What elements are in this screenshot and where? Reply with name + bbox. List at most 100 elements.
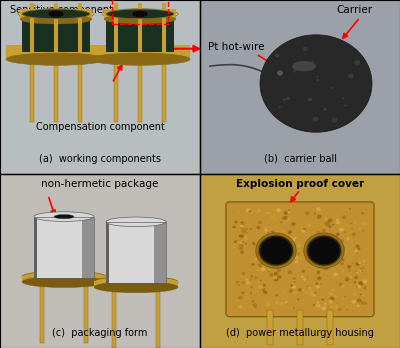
- Circle shape: [275, 294, 278, 296]
- Circle shape: [304, 247, 307, 250]
- Bar: [162, 3, 166, 52]
- Circle shape: [332, 289, 334, 291]
- Circle shape: [361, 212, 364, 214]
- Circle shape: [323, 296, 325, 298]
- Circle shape: [302, 229, 305, 232]
- Circle shape: [364, 229, 366, 232]
- Ellipse shape: [18, 9, 94, 19]
- Circle shape: [337, 255, 341, 259]
- Text: Pt hot-wire: Pt hot-wire: [208, 42, 264, 52]
- Circle shape: [245, 296, 247, 298]
- Circle shape: [323, 109, 326, 111]
- Circle shape: [307, 276, 308, 277]
- Circle shape: [362, 294, 365, 296]
- Circle shape: [244, 236, 247, 238]
- Circle shape: [331, 87, 334, 89]
- Ellipse shape: [106, 9, 174, 19]
- Circle shape: [328, 256, 332, 260]
- Circle shape: [245, 243, 247, 245]
- Circle shape: [340, 246, 345, 250]
- Text: Sensitive component: Sensitive component: [10, 5, 113, 15]
- Circle shape: [272, 260, 276, 263]
- Circle shape: [288, 231, 291, 234]
- Circle shape: [259, 285, 263, 289]
- Circle shape: [244, 237, 248, 240]
- Circle shape: [275, 303, 277, 305]
- Circle shape: [250, 292, 252, 293]
- Circle shape: [306, 285, 310, 289]
- Circle shape: [338, 283, 342, 286]
- Circle shape: [356, 252, 358, 254]
- Circle shape: [328, 220, 330, 223]
- Circle shape: [278, 240, 280, 242]
- Circle shape: [241, 291, 245, 294]
- Circle shape: [252, 242, 255, 245]
- Bar: [112, 0, 168, 24]
- Circle shape: [271, 230, 274, 233]
- Circle shape: [312, 263, 317, 267]
- Circle shape: [330, 306, 333, 308]
- Circle shape: [316, 285, 320, 288]
- Circle shape: [252, 303, 257, 307]
- Circle shape: [342, 298, 344, 300]
- Circle shape: [294, 237, 297, 239]
- Circle shape: [290, 284, 293, 287]
- Circle shape: [292, 238, 295, 242]
- Circle shape: [246, 278, 248, 281]
- Circle shape: [268, 260, 272, 263]
- Circle shape: [348, 270, 350, 271]
- Circle shape: [310, 252, 314, 256]
- Circle shape: [356, 271, 358, 273]
- Circle shape: [302, 299, 304, 301]
- Circle shape: [240, 221, 243, 223]
- Text: (d)  power metallurgy housing: (d) power metallurgy housing: [226, 327, 374, 338]
- Circle shape: [297, 244, 302, 248]
- Circle shape: [357, 299, 362, 302]
- Circle shape: [348, 276, 350, 277]
- Circle shape: [290, 236, 293, 239]
- Circle shape: [324, 266, 328, 270]
- Circle shape: [267, 232, 270, 235]
- Circle shape: [359, 282, 364, 286]
- Circle shape: [331, 118, 337, 123]
- Circle shape: [276, 271, 280, 274]
- Circle shape: [342, 215, 346, 219]
- Circle shape: [321, 236, 325, 239]
- Circle shape: [279, 301, 284, 306]
- Ellipse shape: [6, 53, 106, 65]
- Bar: [30, 56, 34, 122]
- Circle shape: [264, 229, 268, 232]
- Circle shape: [314, 213, 316, 215]
- Ellipse shape: [102, 9, 178, 19]
- Circle shape: [327, 307, 329, 309]
- Bar: [34, 216, 43, 278]
- Text: (c)  packaging form: (c) packaging form: [52, 327, 148, 338]
- Circle shape: [301, 275, 304, 278]
- Circle shape: [355, 262, 360, 266]
- Circle shape: [339, 243, 341, 245]
- Circle shape: [298, 288, 302, 292]
- Circle shape: [261, 267, 265, 271]
- Circle shape: [234, 240, 237, 243]
- Circle shape: [358, 281, 362, 285]
- Circle shape: [240, 224, 244, 228]
- Circle shape: [305, 292, 308, 294]
- Ellipse shape: [90, 46, 190, 58]
- Circle shape: [286, 250, 290, 254]
- Circle shape: [266, 254, 271, 259]
- Circle shape: [252, 270, 254, 272]
- Circle shape: [352, 232, 356, 236]
- Ellipse shape: [90, 53, 190, 65]
- Circle shape: [324, 108, 326, 110]
- Circle shape: [275, 251, 276, 252]
- Circle shape: [264, 227, 267, 229]
- Circle shape: [232, 226, 236, 229]
- Circle shape: [329, 292, 333, 295]
- Circle shape: [266, 212, 268, 214]
- Circle shape: [352, 262, 353, 264]
- Circle shape: [258, 221, 262, 224]
- Circle shape: [356, 286, 358, 288]
- Circle shape: [276, 266, 280, 269]
- Circle shape: [346, 237, 350, 240]
- Circle shape: [282, 98, 286, 101]
